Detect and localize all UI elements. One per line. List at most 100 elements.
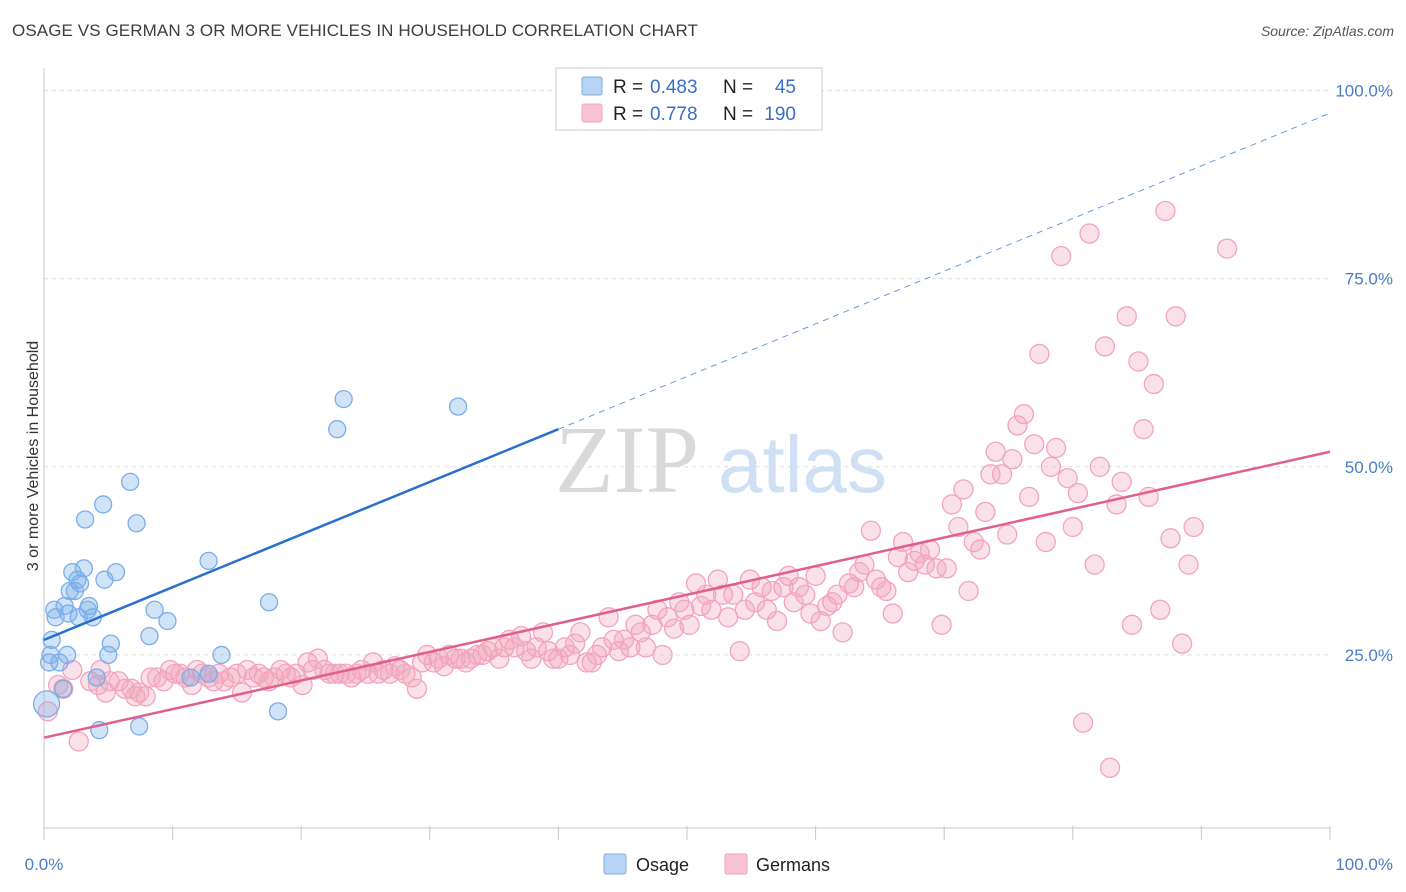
osage-point (57, 645, 77, 665)
germans-point (373, 659, 394, 681)
germans-point (591, 637, 613, 658)
germans-point (766, 610, 788, 632)
germans-point (401, 667, 422, 688)
x-tick-label-min: 0.0% (25, 855, 64, 874)
osage-point (70, 574, 90, 593)
y-tick-label: 100.0% (1335, 82, 1393, 101)
stats-legend: R = 0.483 N = 45 R = 0.778 N = 190 (555, 67, 823, 131)
germans-point (882, 603, 903, 624)
germans-point (958, 580, 979, 602)
watermark-atlas: atlas (718, 420, 887, 509)
y-axis-label: 3 or more Vehicles in Household (25, 341, 42, 571)
y-tick-label: 50.0% (1345, 458, 1393, 477)
germans-point (679, 614, 700, 635)
germans-point (1007, 415, 1028, 436)
germans-point (564, 633, 586, 654)
osage-point (127, 514, 146, 533)
osage-points (32, 389, 468, 740)
germans-point (734, 599, 756, 620)
osage-point (87, 668, 106, 687)
germans-point (657, 607, 678, 628)
germans-point (357, 663, 379, 684)
trend-lines (43, 112, 1331, 739)
germans-point (690, 595, 712, 617)
germans-point (1062, 516, 1083, 538)
germans-point (1079, 223, 1100, 244)
osage-point (99, 645, 118, 665)
germans-point (1143, 373, 1164, 395)
germans-point (832, 622, 853, 643)
germans-point (1116, 306, 1137, 327)
germans-point (1029, 343, 1050, 365)
germans-point (406, 678, 428, 699)
osage-point (268, 702, 288, 721)
germans-point (936, 558, 957, 579)
germans-point (630, 622, 651, 643)
germans-point (181, 674, 203, 696)
germans-point (985, 441, 1006, 462)
germans-n-value: 190 (764, 104, 796, 125)
germans-point (805, 565, 826, 587)
germans-point (970, 539, 991, 560)
osage-point (54, 679, 73, 698)
germans-legend-label: Germans (756, 855, 830, 875)
y-tick-label: 75.0% (1345, 270, 1393, 289)
germans-point (620, 637, 641, 658)
germans-point (395, 663, 416, 684)
osage-point (158, 611, 177, 631)
osage-point (199, 551, 218, 571)
osage-point (145, 600, 164, 619)
germans-point (608, 641, 629, 662)
germans-point (953, 479, 974, 500)
germans-point (914, 554, 936, 575)
osage-point (79, 596, 99, 616)
germans-point (53, 678, 74, 699)
osage-point (448, 397, 468, 416)
germans-point (135, 686, 156, 707)
germans-point (783, 592, 804, 613)
germans-point (652, 644, 673, 666)
germans-point (712, 584, 734, 605)
germans-point (991, 464, 1013, 485)
osage-point (76, 510, 95, 529)
germans-point (570, 622, 591, 643)
germans-point (433, 656, 455, 677)
germans-point (1072, 712, 1094, 733)
germans-point (526, 637, 547, 658)
germans-point (810, 610, 831, 632)
germans-point (153, 671, 174, 692)
germans-legend-swatch (581, 103, 603, 123)
germans-point (1024, 434, 1045, 455)
watermark: ZIP atlas (555, 406, 887, 513)
germans-point (773, 577, 794, 598)
osage-bottom-swatch (603, 853, 627, 875)
germans-point (140, 667, 161, 688)
germans-point (68, 731, 89, 752)
y-tick-label: 25.0% (1345, 646, 1393, 665)
germans-point (1051, 245, 1072, 267)
y-tick-labels: 25.0% 50.0% 75.0% 100.0% (1335, 82, 1393, 665)
osage-point (59, 604, 78, 623)
osage-trend-line (43, 428, 559, 642)
germans-point (220, 667, 241, 688)
germans-point (548, 648, 569, 669)
germans-r-value: 0.778 (650, 104, 698, 125)
osage-r-label: R = (613, 77, 643, 98)
germans-point (504, 637, 525, 658)
germans-point (226, 663, 248, 684)
germans-point (213, 671, 235, 692)
germans-point (1216, 238, 1238, 259)
germans-point (1013, 403, 1035, 425)
germans-point (125, 686, 146, 707)
germans-point (761, 580, 783, 602)
germans-point (980, 464, 1001, 485)
osage-point (94, 495, 113, 514)
germans-point (674, 599, 695, 620)
germans-point (926, 558, 947, 579)
germans-point (1089, 456, 1110, 477)
osage-trend-extension (558, 112, 1331, 430)
germans-point (438, 644, 460, 666)
germans-point (576, 652, 597, 673)
germans-point (129, 682, 150, 703)
germans-point (1128, 351, 1149, 372)
